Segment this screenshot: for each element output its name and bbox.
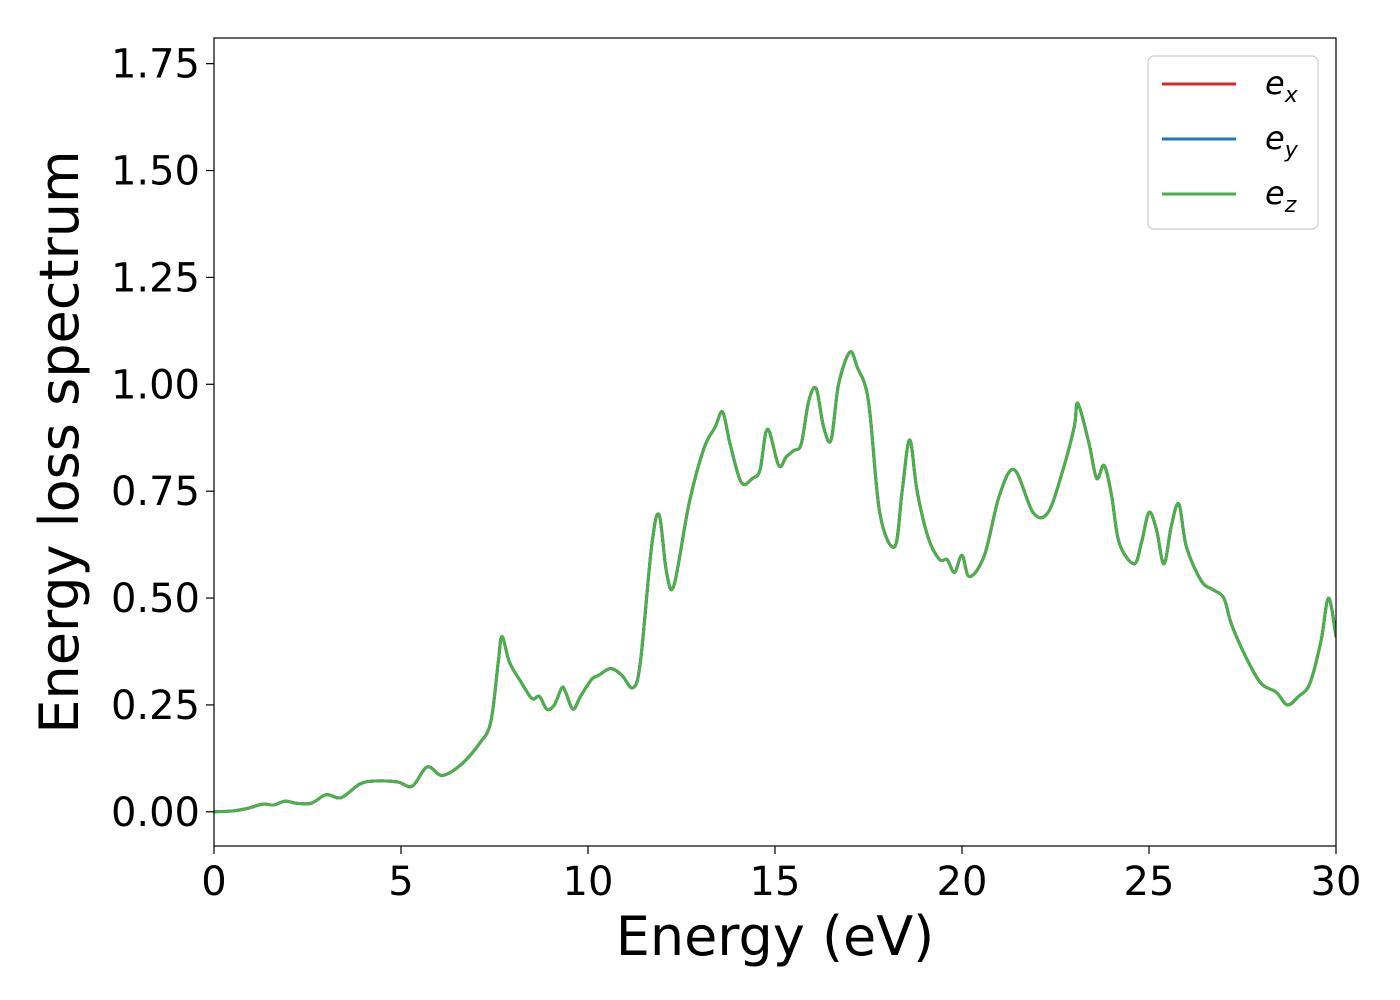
x-tick-label: 30 <box>1311 859 1362 905</box>
x-tick-label: 25 <box>1124 859 1175 905</box>
series-line-e-z <box>214 350 1336 814</box>
y-tick-label: 0.75 <box>111 469 200 515</box>
legend-label-e-z: ez <box>1265 174 1297 218</box>
y-tick-label: 0.00 <box>111 790 200 836</box>
y-axis-label: Energy loss spectrum <box>28 150 91 733</box>
x-tick-label: 10 <box>563 859 614 905</box>
y-tick-label: 0.25 <box>111 683 200 729</box>
y-tick-label: 1.50 <box>111 149 200 195</box>
y-tick-label: 1.00 <box>111 362 200 408</box>
legend-frame <box>1147 55 1319 230</box>
y-axis: 0.00 0.25 0.50 0.75 1.00 1.25 1.50 1.75 <box>111 42 214 836</box>
legend-label-e-x: ex <box>1265 64 1299 108</box>
x-tick-label: 5 <box>388 859 413 905</box>
x-axis-label: Energy (eV) <box>616 905 935 968</box>
series-layer <box>214 350 1336 814</box>
x-tick-label: 20 <box>937 859 988 905</box>
y-tick-label: 1.75 <box>111 42 200 88</box>
y-tick-label: 0.50 <box>111 576 200 622</box>
legend-label-e-y: ey <box>1265 119 1299 163</box>
x-tick-label: 0 <box>201 859 226 905</box>
legend: ex ey ez <box>1147 55 1319 230</box>
y-tick-label: 1.25 <box>111 255 200 301</box>
x-axis: 0 5 10 15 20 25 30 <box>201 846 1361 905</box>
x-tick-label: 15 <box>750 859 801 905</box>
